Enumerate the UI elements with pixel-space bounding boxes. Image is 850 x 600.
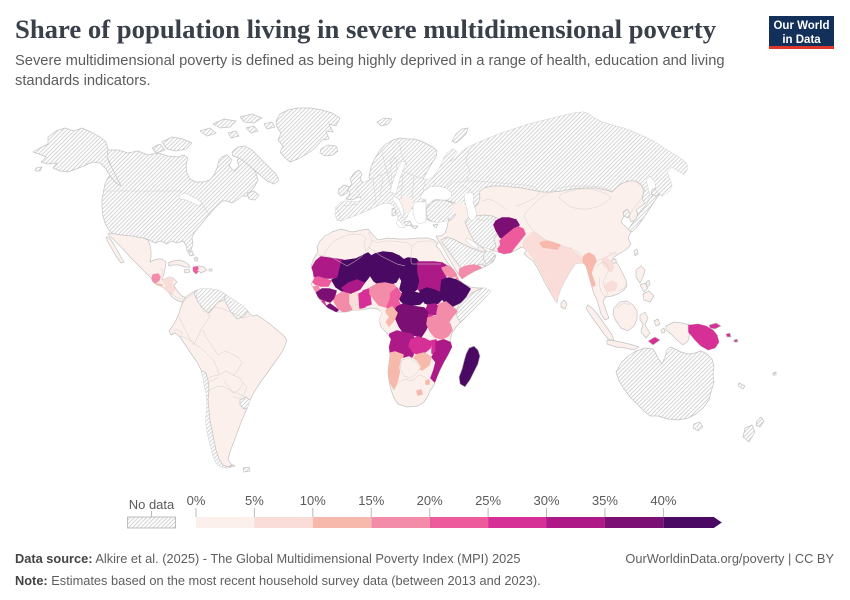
svg-text:15%: 15% xyxy=(358,493,384,508)
svg-text:40%: 40% xyxy=(650,493,676,508)
svg-text:5%: 5% xyxy=(245,493,264,508)
svg-text:30%: 30% xyxy=(533,493,559,508)
svg-text:25%: 25% xyxy=(475,493,501,508)
svg-text:0%: 0% xyxy=(187,493,206,508)
svg-text:35%: 35% xyxy=(592,493,618,508)
svg-text:20%: 20% xyxy=(417,493,443,508)
svg-text:No data: No data xyxy=(129,497,175,512)
svg-text:10%: 10% xyxy=(300,493,326,508)
